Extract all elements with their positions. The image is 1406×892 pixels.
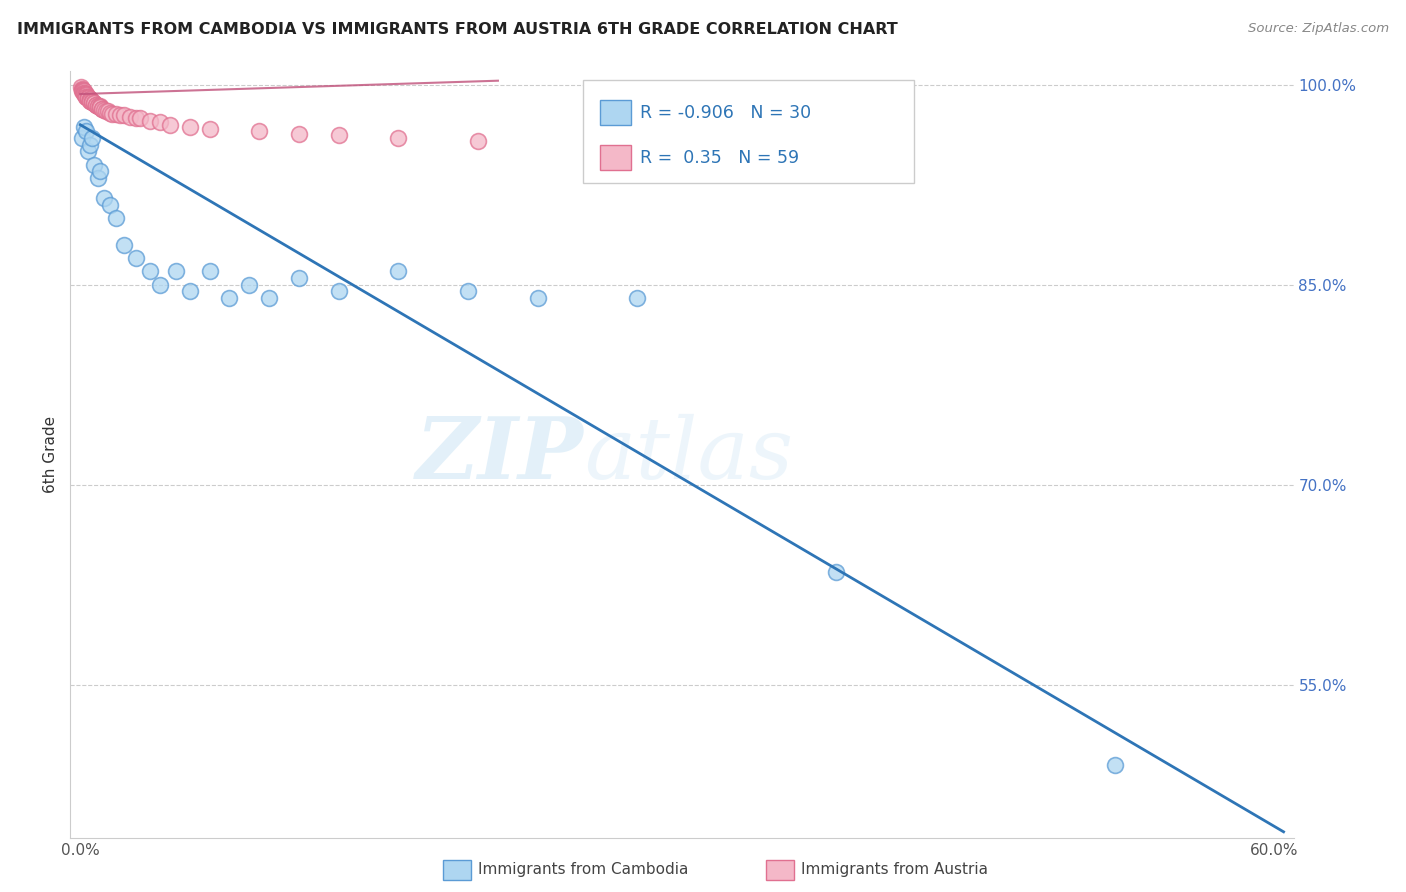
Point	[98, 105, 121, 120]
Point	[328, 285, 350, 299]
Point	[149, 115, 172, 129]
Point	[387, 264, 409, 278]
Point	[89, 100, 111, 114]
Point	[87, 99, 110, 113]
Y-axis label: 6th Grade: 6th Grade	[44, 417, 59, 493]
Point	[70, 81, 93, 95]
Point	[82, 95, 104, 109]
Point	[73, 86, 96, 100]
Point	[77, 145, 100, 159]
Point	[82, 131, 104, 145]
Text: R =  0.35   N = 59: R = 0.35 N = 59	[640, 149, 799, 167]
Point	[75, 87, 97, 101]
Point	[247, 124, 270, 138]
Point	[98, 198, 121, 212]
Point	[82, 95, 104, 109]
Point	[84, 97, 107, 112]
Text: R = -0.906   N = 30: R = -0.906 N = 30	[640, 103, 811, 121]
Point	[87, 171, 110, 186]
Point	[108, 108, 131, 122]
Point	[125, 111, 148, 125]
Point	[165, 264, 187, 278]
Point	[75, 89, 97, 103]
Point	[75, 124, 97, 138]
Point	[84, 97, 107, 112]
Point	[198, 121, 221, 136]
Point	[526, 291, 548, 305]
Point	[91, 102, 114, 116]
Point	[70, 84, 93, 98]
Point	[288, 271, 311, 285]
Text: Source: ZipAtlas.com: Source: ZipAtlas.com	[1249, 22, 1389, 36]
Text: IMMIGRANTS FROM CAMBODIA VS IMMIGRANTS FROM AUSTRIA 6TH GRADE CORRELATION CHART: IMMIGRANTS FROM CAMBODIA VS IMMIGRANTS F…	[17, 22, 897, 37]
Point	[387, 131, 409, 145]
Point	[288, 127, 311, 141]
Point	[87, 99, 110, 113]
Point	[125, 251, 148, 265]
Point	[825, 565, 848, 579]
Point	[112, 108, 135, 122]
Point	[89, 164, 111, 178]
Point	[79, 94, 101, 108]
Point	[75, 87, 97, 101]
Point	[70, 131, 93, 145]
Point	[91, 102, 114, 116]
Point	[626, 291, 648, 305]
Point	[72, 83, 94, 97]
Point	[73, 86, 96, 100]
Point	[89, 99, 111, 113]
Point	[72, 84, 94, 98]
Point	[75, 89, 97, 103]
Point	[73, 120, 96, 135]
Point	[75, 88, 97, 103]
Point	[179, 120, 201, 135]
Point	[79, 137, 101, 152]
Point	[94, 104, 117, 119]
Point	[70, 83, 93, 97]
Point	[105, 211, 128, 226]
Point	[77, 91, 100, 105]
Point	[70, 80, 93, 95]
Point	[79, 92, 101, 106]
Point	[79, 94, 101, 108]
Point	[257, 291, 280, 305]
Text: Immigrants from Cambodia: Immigrants from Cambodia	[478, 863, 689, 877]
Point	[129, 111, 152, 125]
Point	[159, 118, 181, 132]
Point	[93, 103, 115, 117]
Point	[112, 237, 135, 252]
Point	[97, 104, 120, 119]
Point	[77, 91, 100, 105]
Point	[218, 291, 240, 305]
Point	[179, 285, 201, 299]
Point	[457, 285, 479, 299]
Point	[93, 191, 115, 205]
Point	[79, 92, 101, 106]
Point	[89, 100, 111, 114]
Point	[139, 113, 162, 128]
Point	[118, 110, 141, 124]
Point	[75, 88, 97, 103]
Point	[149, 277, 172, 292]
Point	[73, 87, 96, 101]
Point	[105, 107, 128, 121]
Text: atlas: atlas	[583, 414, 793, 496]
Point	[101, 107, 124, 121]
Point	[467, 134, 489, 148]
Point	[328, 128, 350, 143]
Text: ZIP: ZIP	[416, 413, 583, 497]
Point	[83, 158, 105, 172]
Point	[82, 94, 104, 108]
Point	[73, 84, 96, 98]
Point	[83, 96, 105, 111]
Point	[238, 277, 260, 292]
Point	[77, 89, 100, 103]
Point	[77, 91, 100, 105]
Point	[83, 96, 105, 111]
Text: Immigrants from Austria: Immigrants from Austria	[801, 863, 988, 877]
Point	[198, 264, 221, 278]
Point	[139, 264, 162, 278]
Point	[1104, 758, 1126, 772]
